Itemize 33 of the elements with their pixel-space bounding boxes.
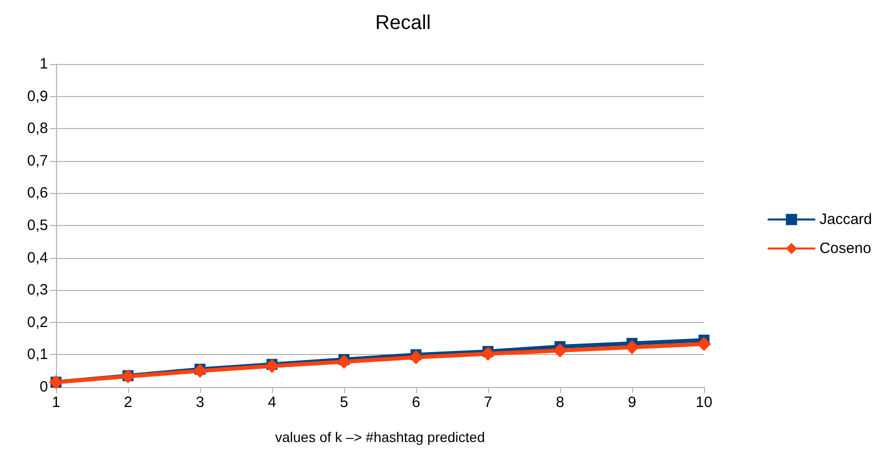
x-tick-label: 5 xyxy=(340,394,348,411)
x-tick-label: 1 xyxy=(52,394,60,411)
x-tick-label: 7 xyxy=(484,394,492,411)
point xyxy=(265,359,279,374)
legend-label: Jaccard xyxy=(819,211,872,228)
y-tick-label: 0,2 xyxy=(27,314,48,331)
y-tick-label: 0,8 xyxy=(27,120,48,138)
y-tick-label: 0,7 xyxy=(27,152,48,170)
y-tick-label: 0,3 xyxy=(27,282,48,299)
point xyxy=(697,337,711,352)
legend-label: Coseno xyxy=(819,240,872,257)
y-tick-label: 0,1 xyxy=(27,346,48,364)
x-tick-label: 10 xyxy=(696,394,712,411)
y-tick-label: 0,5 xyxy=(27,217,48,234)
x-tick-label: 9 xyxy=(628,394,636,411)
y-tick-label: 1 xyxy=(40,56,48,72)
y-tick-label: 0,9 xyxy=(27,88,48,105)
point xyxy=(553,344,567,358)
x-tick-label: 8 xyxy=(556,394,564,411)
x-tick-label: 6 xyxy=(412,394,420,411)
y-tick-label: 0,4 xyxy=(27,249,48,266)
point xyxy=(409,350,423,364)
x-tick-label: 2 xyxy=(124,394,132,411)
x-tick-label: 4 xyxy=(268,394,276,411)
x-tick-label: 3 xyxy=(196,394,204,411)
chart-title: Recall xyxy=(375,12,431,34)
point xyxy=(193,364,207,378)
y-tick-label: 0,6 xyxy=(27,184,48,202)
x-axis-title: values of k –> #hashtag predicted xyxy=(275,429,485,445)
point xyxy=(481,346,495,361)
y-tick-label: 0 xyxy=(40,378,48,396)
point xyxy=(625,340,639,354)
point xyxy=(337,354,351,369)
